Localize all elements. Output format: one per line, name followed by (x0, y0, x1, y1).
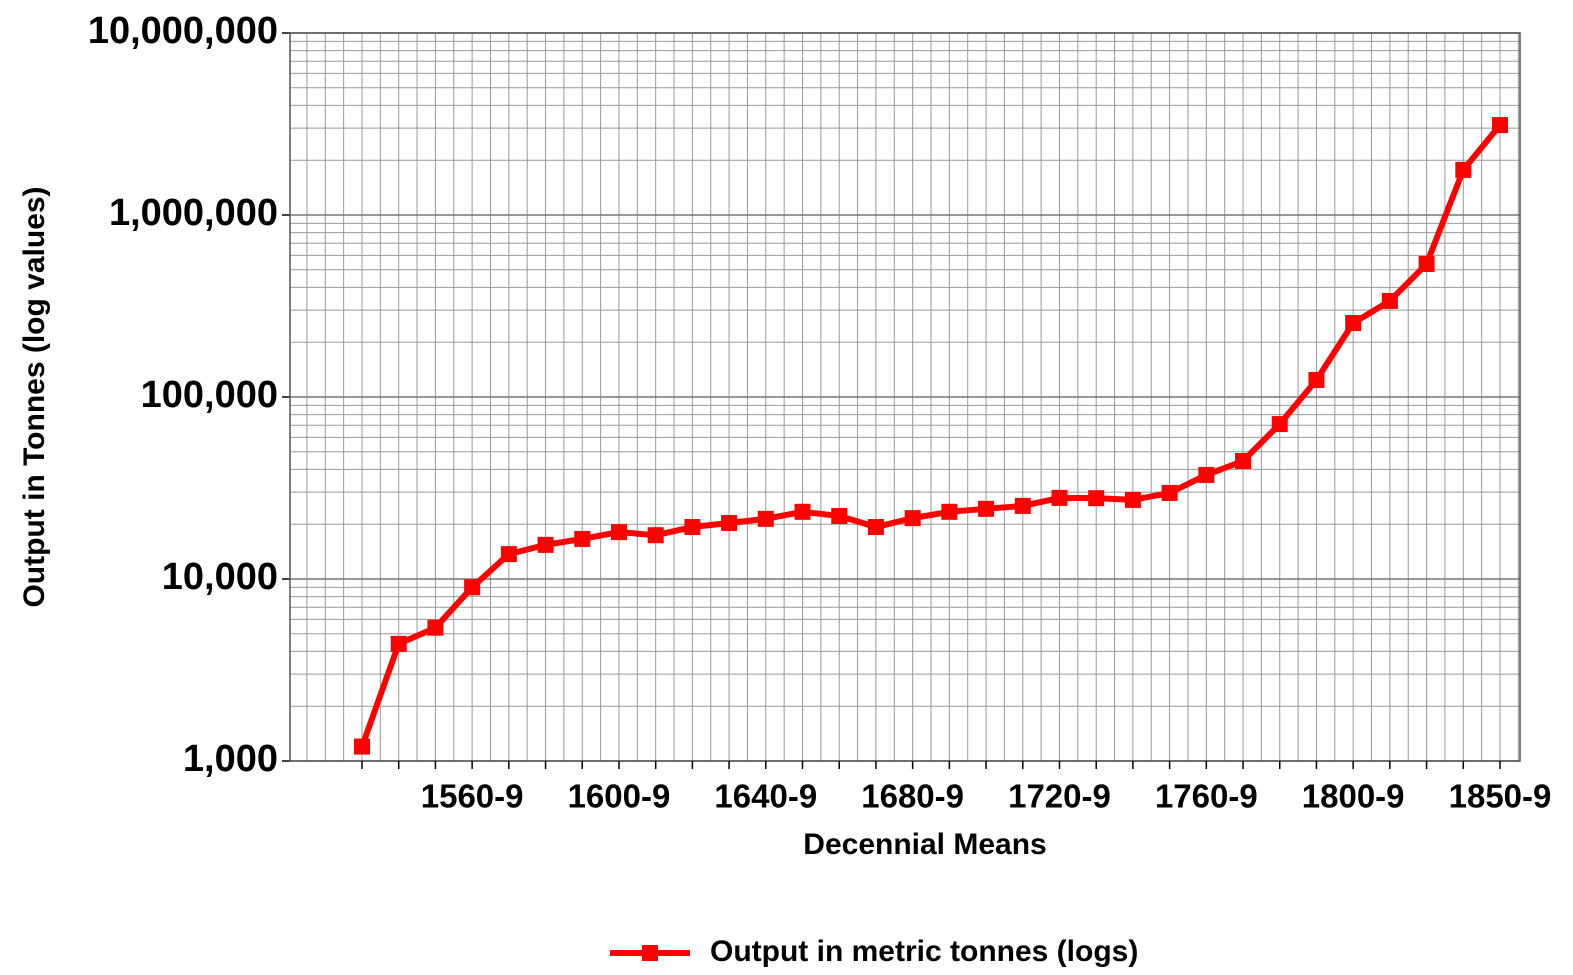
point-marker (500, 546, 517, 563)
point-marker (610, 524, 627, 541)
x-tick-label: 1800-9 (1302, 778, 1405, 815)
x-axis-title: Decennial Means (803, 828, 1046, 861)
legend-label: Output in metric tonnes (logs) (710, 935, 1138, 968)
point-marker (1124, 491, 1141, 508)
point-marker (537, 536, 554, 553)
point-marker (1381, 292, 1398, 309)
x-tick-label: 1640-9 (714, 778, 817, 815)
point-marker (757, 510, 774, 527)
point-marker (1014, 497, 1031, 514)
point-marker (427, 619, 444, 636)
y-tick-label: 10,000,000 (88, 10, 278, 52)
y-tick-label: 1,000 (183, 738, 278, 780)
point-marker (831, 507, 848, 524)
point-marker (904, 510, 921, 527)
y-tick-label: 1,000,000 (109, 192, 278, 234)
point-marker (464, 579, 481, 596)
x-tick-label: 1720-9 (1008, 778, 1111, 815)
point-marker (1198, 466, 1215, 483)
point-marker (354, 738, 370, 755)
x-tick-label: 1760-9 (1155, 778, 1258, 815)
legend-marker (642, 945, 658, 961)
point-marker (1492, 117, 1508, 134)
point-marker (1088, 490, 1105, 507)
point-marker (1235, 452, 1252, 469)
point-marker (574, 530, 591, 547)
point-marker (1271, 416, 1288, 433)
point-marker (1051, 489, 1068, 506)
point-marker (721, 515, 738, 532)
point-marker (1308, 371, 1325, 388)
point-marker (867, 519, 884, 536)
plot-frame (289, 32, 1521, 762)
point-marker (647, 527, 664, 544)
point-marker (1455, 161, 1472, 178)
point-marker (941, 503, 958, 520)
x-tick-label: 1560-9 (421, 778, 524, 815)
point-marker (794, 503, 811, 520)
point-marker (1345, 315, 1362, 332)
point-marker (1418, 255, 1435, 272)
y-tick-label: 100,000 (141, 374, 278, 416)
point-marker (390, 635, 407, 652)
x-tick-label: 1850-9 (1449, 778, 1552, 815)
x-tick-label: 1680-9 (861, 778, 964, 815)
point-marker (1161, 484, 1178, 501)
y-tick-label: 10,000 (162, 556, 278, 598)
point-marker (978, 500, 995, 517)
point-marker (684, 519, 701, 536)
y-axis-title: Output in Tonnes (log values) (18, 186, 51, 607)
x-tick-label: 1600-9 (568, 778, 671, 815)
